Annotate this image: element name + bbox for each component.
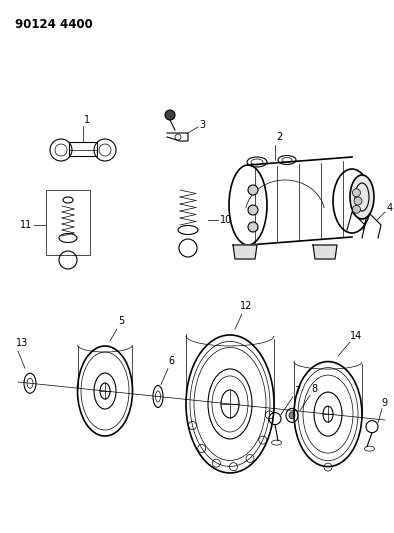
Circle shape — [248, 205, 258, 215]
Text: 3: 3 — [199, 120, 205, 130]
Bar — [69, 142, 97, 156]
Circle shape — [248, 185, 258, 195]
Circle shape — [248, 222, 258, 232]
Text: 14: 14 — [350, 331, 362, 341]
Text: 13: 13 — [16, 338, 28, 348]
Text: 4: 4 — [387, 203, 393, 213]
Ellipse shape — [289, 412, 295, 419]
Text: 6: 6 — [168, 357, 174, 367]
Circle shape — [165, 110, 175, 120]
Text: 2: 2 — [276, 132, 282, 142]
Text: 12: 12 — [240, 301, 252, 311]
Circle shape — [352, 205, 361, 213]
Text: 10: 10 — [220, 215, 232, 225]
Ellipse shape — [350, 175, 374, 219]
Circle shape — [352, 189, 361, 197]
Text: 8: 8 — [311, 384, 317, 394]
Text: 1: 1 — [84, 115, 90, 125]
Text: 9: 9 — [381, 398, 387, 408]
Text: 90124 4400: 90124 4400 — [15, 18, 93, 31]
Polygon shape — [233, 245, 257, 259]
Text: 11: 11 — [20, 220, 32, 230]
Circle shape — [354, 197, 362, 205]
Polygon shape — [313, 245, 337, 259]
Text: 7: 7 — [294, 385, 300, 395]
Text: 5: 5 — [118, 316, 124, 326]
Bar — [46, 190, 90, 255]
